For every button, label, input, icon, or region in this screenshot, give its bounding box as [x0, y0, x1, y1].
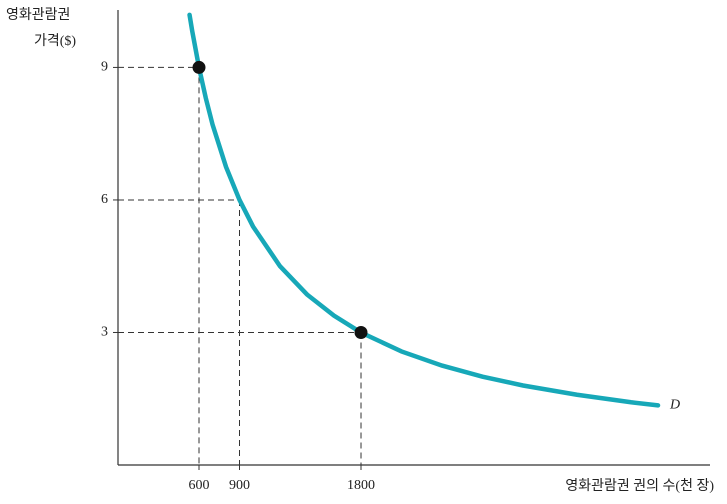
- curve-label: D: [669, 398, 680, 413]
- y-tick-label: 6: [101, 192, 108, 207]
- demand-curve: [187, 12, 661, 408]
- point: [354, 325, 368, 339]
- x-tick-label: 600: [189, 478, 210, 493]
- x-axis-label: 영화관람권 권의 수(천 장): [565, 478, 714, 494]
- y-tick-label: 3: [101, 325, 108, 340]
- y-axis-label: 가격($): [34, 33, 76, 49]
- y-axis-label: 영화관람권: [6, 7, 70, 23]
- point: [192, 60, 206, 74]
- x-tick-label: 900: [229, 478, 250, 493]
- x-tick-label: 1800: [347, 478, 375, 493]
- y-tick-label: 9: [101, 60, 108, 75]
